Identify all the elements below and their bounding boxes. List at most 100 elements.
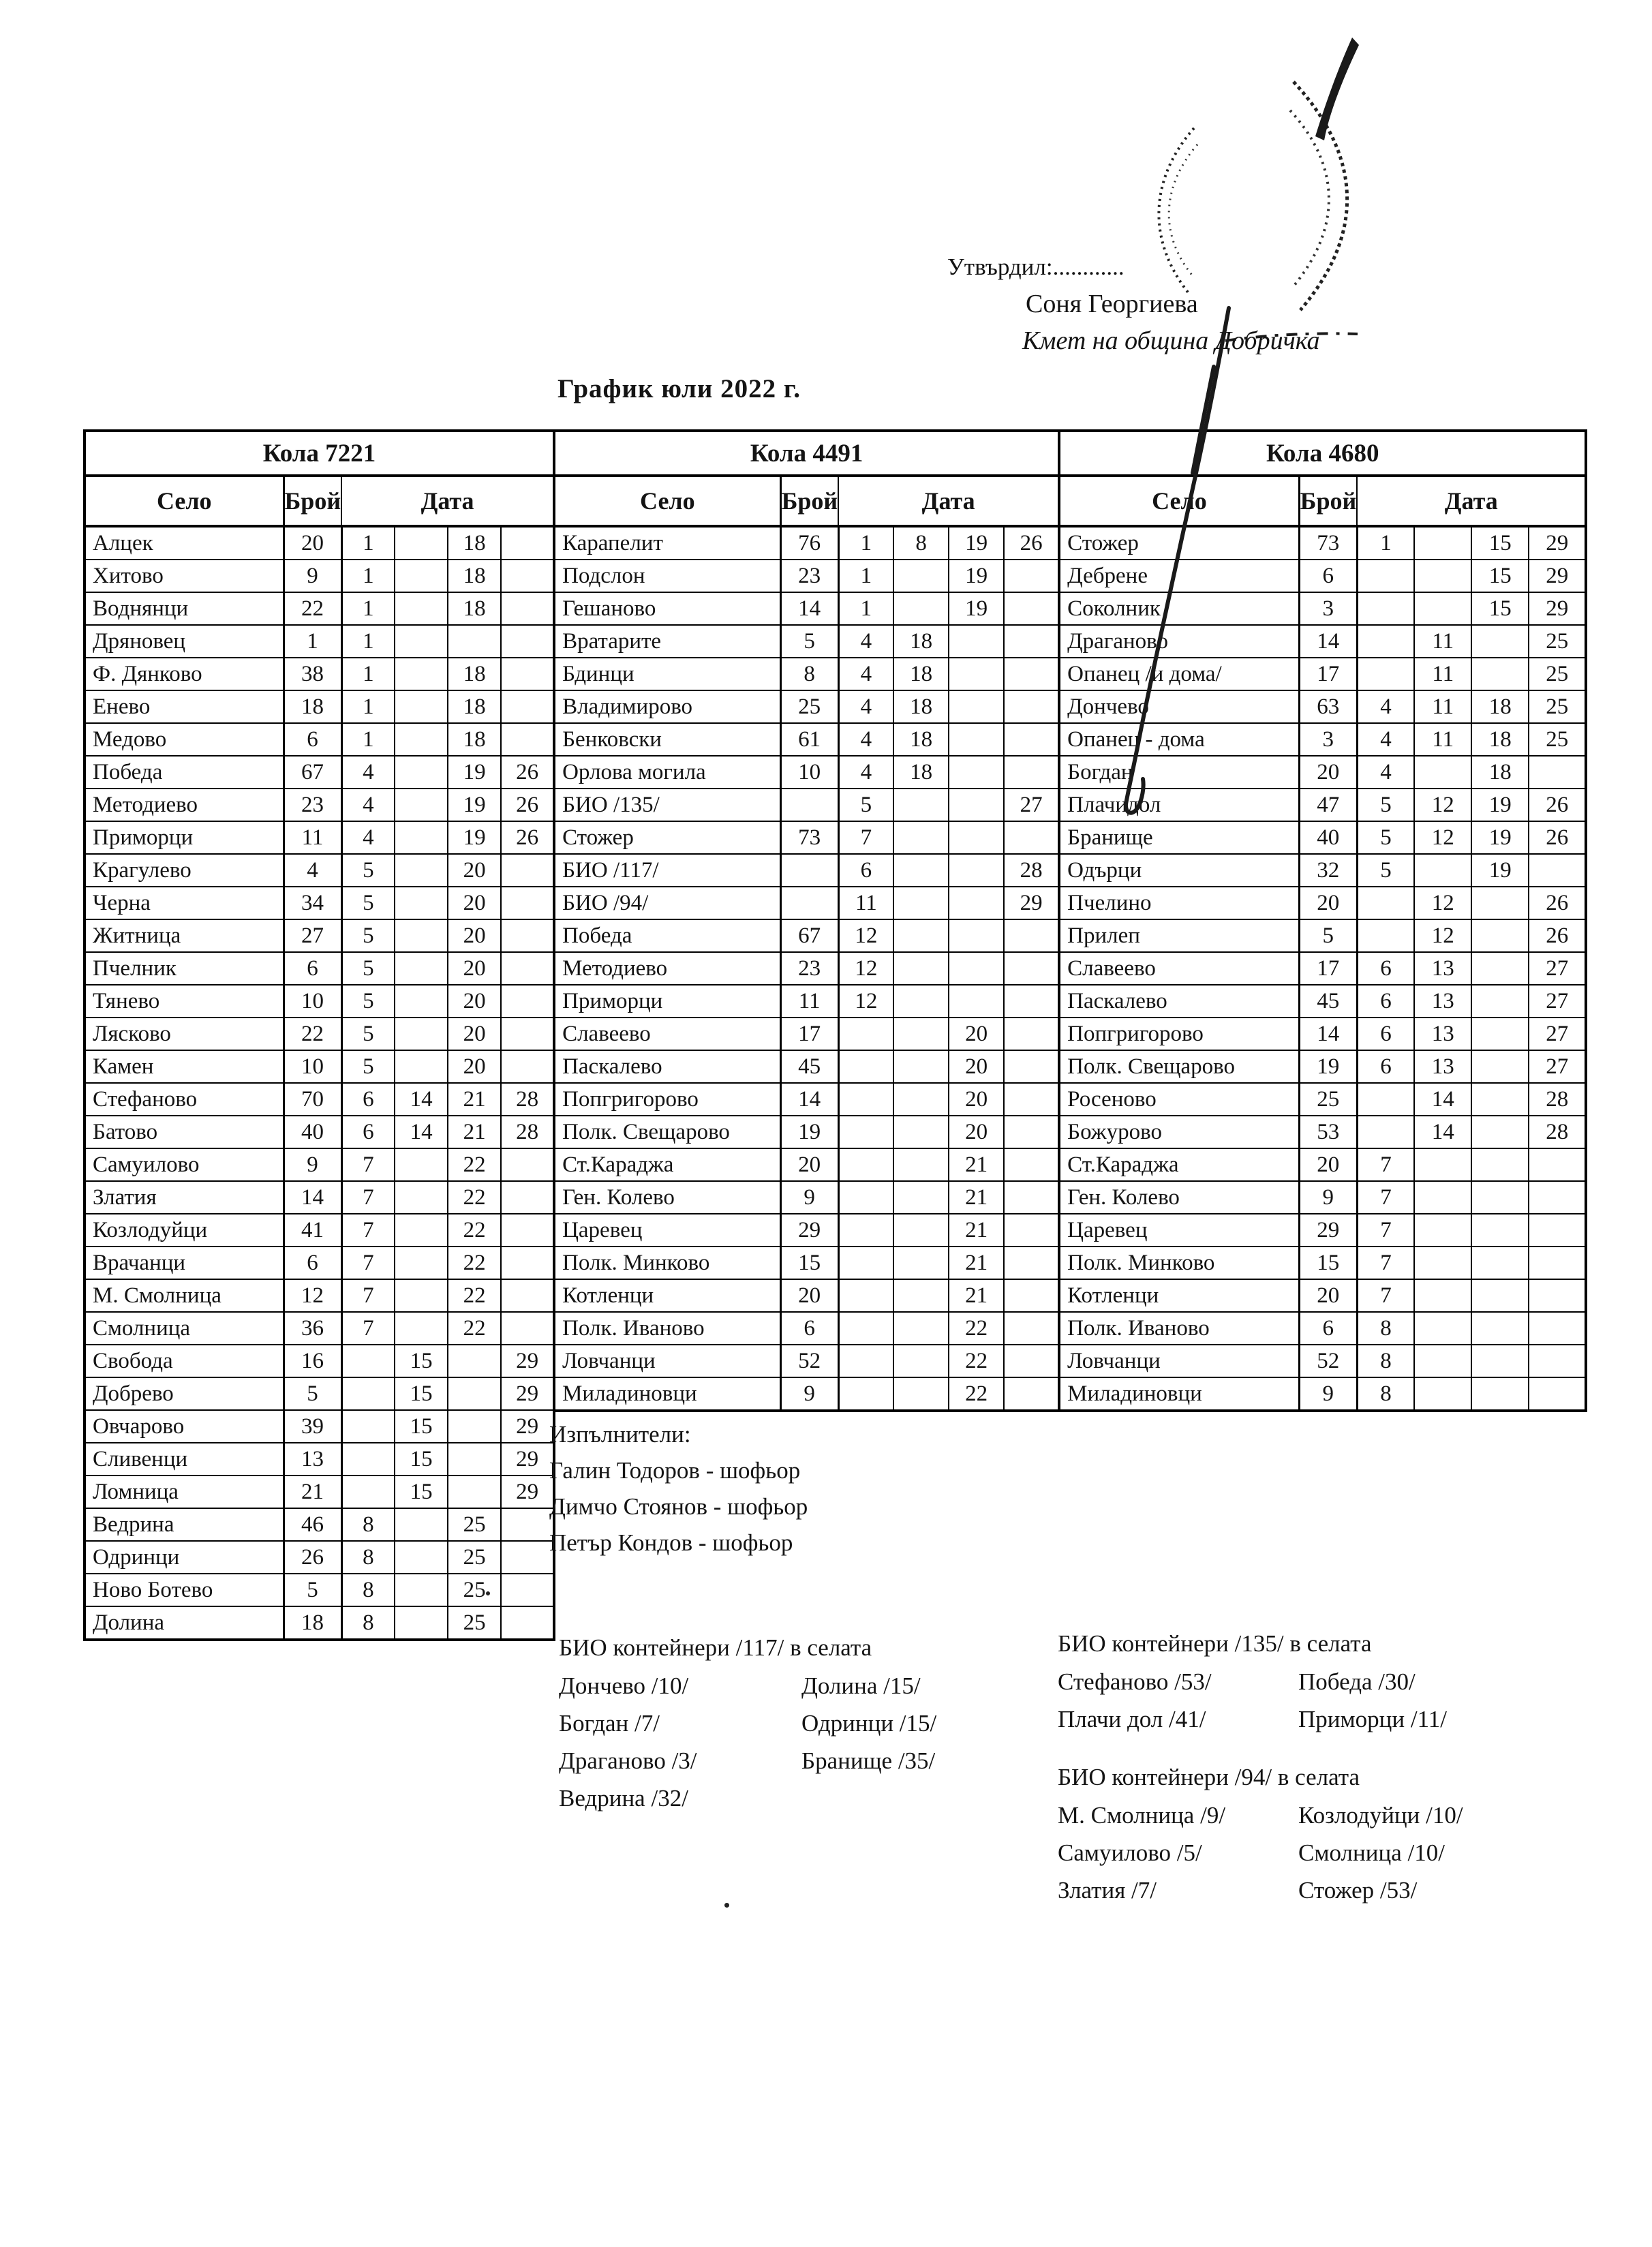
date-cell: 14 xyxy=(1413,1082,1473,1116)
count-cell: 9 xyxy=(1298,1377,1358,1411)
table-row: Царевец 29 21 xyxy=(553,1213,1060,1247)
date-cell xyxy=(838,1279,895,1313)
village-cell: БИО /117/ xyxy=(553,853,782,887)
col-date: Дата xyxy=(341,475,555,528)
text-line: Дончево /10/ xyxy=(559,1672,689,1699)
date-cell: 22 xyxy=(447,1246,502,1280)
date-cell: 18 xyxy=(893,722,950,756)
date-cell xyxy=(838,1246,895,1280)
date-cell: 7 xyxy=(1356,1180,1416,1214)
date-cell xyxy=(1413,1246,1473,1280)
village-cell: Славеево xyxy=(1058,951,1300,985)
table-row: Ген. Колево 9 21 xyxy=(553,1180,1060,1214)
count-cell xyxy=(780,853,840,887)
date-cell: 20 xyxy=(447,886,502,920)
village-cell: Победа xyxy=(84,755,285,789)
table-row: Методиево 23 12 xyxy=(553,951,1060,985)
date-cell xyxy=(500,1606,555,1640)
village-cell: Попгригорово xyxy=(1058,1017,1300,1051)
date-cell xyxy=(1356,919,1416,953)
village-cell: Паскалево xyxy=(1058,984,1300,1018)
count-cell: 45 xyxy=(780,1050,840,1084)
schedule-tables: Кола 7221 Село Брой Дата Алцек 20 1 18 Хитов… xyxy=(83,429,1588,1641)
village-cell: Полк. Иваново xyxy=(553,1311,782,1345)
village-cell: Росеново xyxy=(1058,1082,1300,1116)
table-row: Ломница 21 15 29 xyxy=(84,1475,555,1509)
date-cell xyxy=(893,1213,950,1247)
count-cell: 10 xyxy=(780,755,840,789)
date-cell xyxy=(838,1344,895,1378)
count-cell: 21 xyxy=(282,1475,343,1509)
count-cell: 40 xyxy=(1298,821,1358,855)
date-cell: 20 xyxy=(447,984,502,1018)
table-row: Попгригорово 14 20 xyxy=(553,1082,1060,1116)
text-line: Козлодуйци /10/ xyxy=(1298,1802,1463,1829)
table-row: Полк. Иваново 6 8 xyxy=(1058,1311,1587,1345)
bio-list-right: Козлодуйци /10/Смолница /10/Стожер /53/ xyxy=(1298,1802,1463,1914)
table-row: Крагулево 4 5 20 xyxy=(84,853,555,887)
table-row: Сливенци 13 15 29 xyxy=(84,1442,555,1476)
date-cell: 4 xyxy=(341,788,396,822)
text-line: Плачи дол /41/ xyxy=(1058,1706,1206,1732)
table-row: Дряновец 1 1 xyxy=(84,624,555,658)
date-cell: 25 xyxy=(447,1540,502,1574)
village-cell: Овчарово xyxy=(84,1409,285,1443)
date-cell xyxy=(1003,624,1060,658)
table-row: Долина 18 8 25 xyxy=(84,1606,555,1640)
date-cell xyxy=(1471,1213,1530,1247)
date-cell xyxy=(893,788,950,822)
date-cell: 4 xyxy=(838,755,895,789)
date-cell: 6 xyxy=(1356,951,1416,985)
date-cell xyxy=(1356,624,1416,658)
date-cell xyxy=(394,1148,449,1182)
table-row: Смолница 36 7 22 xyxy=(84,1311,555,1345)
village-cell: Богдан xyxy=(1058,755,1300,789)
date-cell xyxy=(893,984,950,1018)
village-cell: Медово xyxy=(84,722,285,756)
bio-heading: БИО контейнери /117/ в селата xyxy=(559,1634,872,1661)
bio-containers-117: БИО контейнери /117/ в селата Дончево /1… xyxy=(559,1634,936,1822)
count-cell: 9 xyxy=(780,1180,840,1214)
date-cell xyxy=(500,919,555,953)
village-cell: Методиево xyxy=(553,951,782,985)
date-cell xyxy=(838,1017,895,1051)
date-cell xyxy=(838,1082,895,1116)
date-cell xyxy=(948,853,1005,887)
col-village: Село xyxy=(1058,475,1300,528)
date-cell xyxy=(500,1148,555,1182)
date-cell: 4 xyxy=(1356,722,1416,756)
date-cell xyxy=(893,853,950,887)
date-cell: 28 xyxy=(1003,853,1060,887)
date-cell: 11 xyxy=(1413,722,1473,756)
date-cell: 7 xyxy=(838,821,895,855)
count-cell: 5 xyxy=(780,624,840,658)
date-cell xyxy=(447,1344,502,1378)
date-cell: 12 xyxy=(838,951,895,985)
date-cell: 15 xyxy=(1471,592,1530,626)
table-row: Победа 67 4 19 26 xyxy=(84,755,555,789)
date-cell xyxy=(893,1311,950,1345)
count-cell: 6 xyxy=(282,1246,343,1280)
date-cell: 20 xyxy=(447,853,502,887)
date-cell xyxy=(948,722,1005,756)
count-cell: 45 xyxy=(1298,984,1358,1018)
date-cell xyxy=(394,559,449,593)
village-cell: Царевец xyxy=(553,1213,782,1247)
village-cell: Божурово xyxy=(1058,1115,1300,1149)
table-row: Добрево 5 15 29 xyxy=(84,1377,555,1411)
text-line: Богдан /7/ xyxy=(559,1710,660,1737)
date-cell xyxy=(500,1311,555,1345)
table-row: Полк. Свещарово 19 20 xyxy=(553,1115,1060,1149)
count-cell: 16 xyxy=(282,1344,343,1378)
date-cell xyxy=(1003,722,1060,756)
date-cell: 11 xyxy=(838,886,895,920)
date-cell xyxy=(500,525,555,560)
count-cell: 22 xyxy=(282,592,343,626)
date-cell: 1 xyxy=(341,525,396,560)
count-cell: 20 xyxy=(1298,1279,1358,1313)
date-cell: 28 xyxy=(500,1082,555,1116)
col-village: Село xyxy=(553,475,782,528)
col-village: Село xyxy=(84,475,285,528)
stamp-arc-right-outer xyxy=(1292,80,1349,311)
